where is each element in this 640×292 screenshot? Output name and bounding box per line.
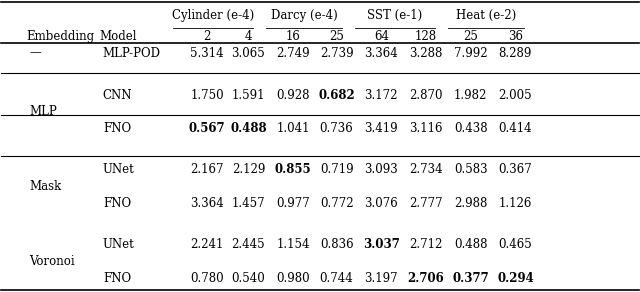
Text: 4: 4 (244, 30, 252, 43)
Text: 128: 128 (415, 30, 437, 43)
Text: 2.445: 2.445 (232, 238, 266, 251)
Text: 2.777: 2.777 (409, 197, 443, 210)
Text: 2.734: 2.734 (409, 163, 443, 176)
Text: 2.706: 2.706 (408, 272, 444, 285)
Text: CNN: CNN (103, 89, 132, 102)
Text: 2.712: 2.712 (410, 238, 443, 251)
Text: 0.465: 0.465 (499, 238, 532, 251)
Text: 0.780: 0.780 (190, 272, 224, 285)
Text: 25: 25 (329, 30, 344, 43)
Text: Heat (e-2): Heat (e-2) (456, 9, 516, 22)
Text: 8.289: 8.289 (499, 46, 532, 60)
Text: 3.093: 3.093 (364, 163, 398, 176)
Text: 0.928: 0.928 (276, 89, 310, 102)
Text: 0.744: 0.744 (320, 272, 353, 285)
Text: 0.367: 0.367 (499, 163, 532, 176)
Text: 16: 16 (285, 30, 301, 43)
Text: 0.540: 0.540 (232, 272, 266, 285)
Text: FNO: FNO (103, 122, 131, 135)
Text: Darcy (e-4): Darcy (e-4) (271, 9, 337, 22)
Text: 2.167: 2.167 (190, 163, 224, 176)
Text: SST (e-1): SST (e-1) (367, 9, 422, 22)
Text: 1.041: 1.041 (276, 122, 310, 135)
Text: Voronoi: Voronoi (29, 255, 75, 268)
Text: 0.977: 0.977 (276, 197, 310, 210)
Text: 0.488: 0.488 (230, 122, 267, 135)
Text: 0.855: 0.855 (275, 163, 312, 176)
Text: 3.419: 3.419 (365, 122, 398, 135)
Text: 3.197: 3.197 (365, 272, 398, 285)
Text: 5.314: 5.314 (190, 46, 224, 60)
Text: 1.126: 1.126 (499, 197, 532, 210)
Text: 0.980: 0.980 (276, 272, 310, 285)
Text: —: — (29, 46, 41, 60)
Text: 0.567: 0.567 (189, 122, 225, 135)
Text: FNO: FNO (103, 197, 131, 210)
Text: 1.982: 1.982 (454, 89, 488, 102)
Text: 2.988: 2.988 (454, 197, 488, 210)
Text: 3.172: 3.172 (365, 89, 398, 102)
Text: UNet: UNet (103, 163, 134, 176)
Text: 2.241: 2.241 (190, 238, 223, 251)
Text: 3.076: 3.076 (364, 197, 398, 210)
Text: 2.749: 2.749 (276, 46, 310, 60)
Text: 2.739: 2.739 (320, 46, 353, 60)
Text: MLP: MLP (29, 105, 57, 118)
Text: 3.065: 3.065 (232, 46, 266, 60)
Text: 0.682: 0.682 (318, 89, 355, 102)
Text: 3.288: 3.288 (410, 46, 443, 60)
Text: 25: 25 (463, 30, 478, 43)
Text: Embedding: Embedding (26, 30, 94, 43)
Text: 0.377: 0.377 (452, 272, 489, 285)
Text: 2.129: 2.129 (232, 163, 265, 176)
Text: UNet: UNet (103, 238, 134, 251)
Text: 3.364: 3.364 (364, 46, 398, 60)
Text: 0.583: 0.583 (454, 163, 488, 176)
Text: 1.457: 1.457 (232, 197, 266, 210)
Text: 0.719: 0.719 (320, 163, 353, 176)
Text: FNO: FNO (103, 272, 131, 285)
Text: 2: 2 (204, 30, 211, 43)
Text: 3.116: 3.116 (409, 122, 443, 135)
Text: 0.488: 0.488 (454, 238, 488, 251)
Text: 1.154: 1.154 (276, 238, 310, 251)
Text: 0.836: 0.836 (320, 238, 353, 251)
Text: Mask: Mask (29, 180, 61, 193)
Text: 0.772: 0.772 (320, 197, 353, 210)
Text: Cylinder (e-4): Cylinder (e-4) (172, 9, 254, 22)
Text: Model: Model (100, 30, 137, 43)
Text: MLP-POD: MLP-POD (103, 46, 161, 60)
Text: 64: 64 (374, 30, 389, 43)
Text: 2.005: 2.005 (499, 89, 532, 102)
Text: 1.591: 1.591 (232, 89, 265, 102)
Text: 36: 36 (508, 30, 523, 43)
Text: 1.750: 1.750 (190, 89, 224, 102)
Text: 0.414: 0.414 (499, 122, 532, 135)
Text: 7.992: 7.992 (454, 46, 488, 60)
Text: 0.294: 0.294 (497, 272, 534, 285)
Text: 2.870: 2.870 (409, 89, 443, 102)
Text: 0.736: 0.736 (320, 122, 353, 135)
Text: 3.037: 3.037 (363, 238, 400, 251)
Text: 3.364: 3.364 (190, 197, 224, 210)
Text: 0.438: 0.438 (454, 122, 488, 135)
